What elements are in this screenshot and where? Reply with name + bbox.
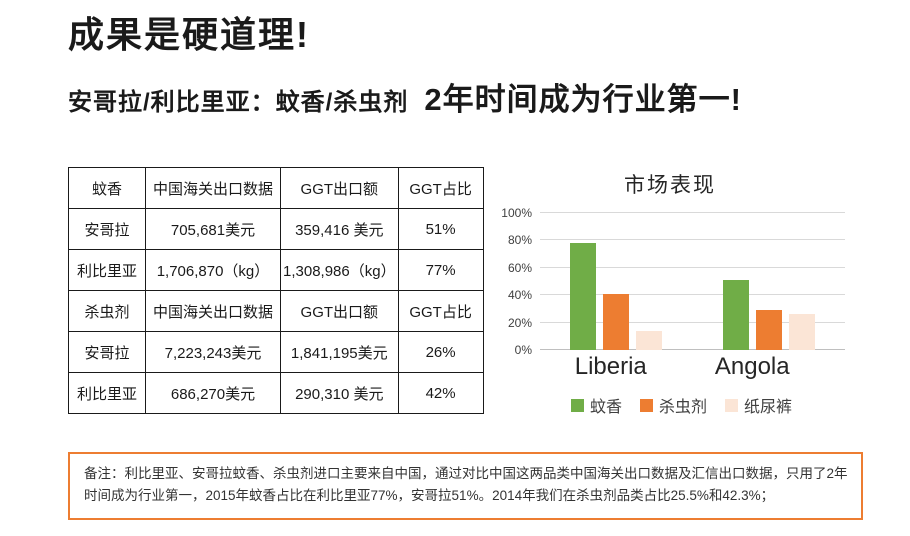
legend-item: 蚊香 (570, 393, 622, 417)
gridline (540, 294, 845, 296)
gridline (540, 212, 845, 213)
subtitle: 安哥拉/利比里亚：蚊香/杀虫剂 2年时间成为行业第一! (68, 74, 742, 119)
table-cell: 中国海关出口数据 (145, 290, 281, 332)
x-axis-line (540, 349, 845, 350)
table-cell: 1,706,870（kg） (145, 249, 281, 291)
y-axis-ticks: 0% 20% 40% 60% 80% 100% (495, 206, 540, 357)
table-cell: 705,681美元 (145, 208, 281, 250)
table-cell: 蚊香 (68, 167, 146, 209)
page-title: 成果是硬道理! (68, 14, 310, 55)
table-body: 蚊香 中国海关出口数据 GGT出口额 GGT占比 安哥拉 705,681美元 359,416… (68, 167, 484, 414)
bar-groups (540, 213, 845, 350)
table-cell: 42% (397, 372, 484, 414)
legend-label: 纸尿裤 (744, 399, 793, 416)
table-cell: 1,308,986（kg） (280, 249, 399, 291)
bar-纸尿裤 (636, 330, 663, 350)
y-tick-label: 60% (507, 260, 532, 275)
table-row: 安哥拉 7,223,243美元 1,841,195美元 26% (68, 331, 484, 373)
gridline (540, 321, 845, 323)
table-cell: 中国海关出口数据 (145, 167, 281, 209)
table-cell: GGT出口额 (280, 167, 399, 209)
table-row: 利比里亚 686,270美元 290,310 美元 42% (68, 372, 484, 414)
legend-label: 蚊香 (589, 399, 622, 416)
table-cell: GGT占比 (397, 167, 484, 209)
plot-area (540, 212, 845, 350)
table-cell: GGT出口额 (280, 290, 399, 332)
table-cell: 1,841,195美元 (280, 331, 399, 373)
table-cell: 7,223,243美元 (145, 331, 281, 373)
note-text: 备注：利比里亚、安哥拉蚊香、杀虫剂进口主要来自中国，通过对比中国这两品类中国海关… (84, 466, 848, 503)
export-data-table: 蚊香 中国海关出口数据 GGT出口额 GGT占比 安哥拉 705,681美元 359,416… (68, 167, 484, 414)
table-cell: 51% (397, 208, 484, 250)
table-cell: 359,416 美元 (280, 208, 399, 250)
table-cell: 26% (397, 331, 484, 373)
table-cell: 77% (397, 249, 484, 291)
x-axis-labels: Liberia Angola (540, 353, 823, 381)
y-tick-label: 80% (507, 233, 532, 248)
bar-杀虫剂 (755, 310, 782, 350)
bar-group-liberia (570, 213, 663, 350)
x-label-angola: Angola (714, 353, 790, 380)
table-cell: 杀虫剂 (68, 290, 146, 332)
bar-纸尿裤 (788, 314, 815, 350)
legend-label: 杀虫剂 (658, 399, 707, 416)
gridline (540, 266, 845, 268)
subtitle-right: 2年时间成为行业第一! (424, 82, 742, 117)
bar-杀虫剂 (603, 293, 630, 350)
y-tick-label: 0% (514, 343, 532, 357)
market-performance-chart: 市场表现 0% 20% 40% 60% 80% 100% Liberia Angola 蚊香… (495, 163, 845, 417)
subtitle-left: 安哥拉/利比里亚：蚊香/杀虫剂 (68, 89, 409, 116)
table-cell: 利比里亚 (68, 372, 146, 414)
chart-legend: 蚊香 杀虫剂 纸尿裤 (540, 393, 823, 417)
table-row: 安哥拉 705,681美元 359,416 美元 51% (68, 208, 484, 250)
note-box: 备注：利比里亚、安哥拉蚊香、杀虫剂进口主要来自中国，通过对比中国这两品类中国海关… (68, 452, 863, 520)
table-cell: 安哥拉 (68, 208, 146, 250)
table-row: 杀虫剂 中国海关出口数据 GGT出口额 GGT占比 (68, 290, 484, 332)
table-row: 利比里亚 1,706,870（kg） 1,308,986（kg） 77% (68, 249, 484, 291)
legend-swatch-icon (639, 398, 653, 412)
bar-蚊香 (570, 243, 597, 350)
chart-title: 市场表现 (624, 174, 716, 197)
gridline (540, 239, 845, 241)
y-tick-label: 100% (501, 206, 532, 220)
table-cell: 安哥拉 (68, 331, 146, 373)
table-cell: 利比里亚 (68, 249, 146, 291)
table-row: 蚊香 中国海关出口数据 GGT出口额 GGT占比 (68, 167, 484, 209)
legend-item: 杀虫剂 (639, 393, 707, 417)
table-cell: 686,270美元 (145, 372, 281, 414)
legend-swatch-icon (570, 398, 584, 412)
bar-蚊香 (722, 280, 749, 350)
legend-item: 纸尿裤 (725, 393, 792, 417)
table-cell: GGT占比 (397, 290, 484, 332)
y-tick-label: 40% (507, 288, 532, 303)
legend-swatch-icon (725, 398, 738, 412)
bar-group-angola (722, 213, 815, 350)
chart-body: 0% 20% 40% 60% 80% 100% (495, 206, 845, 357)
table-cell: 290,310 美元 (280, 372, 399, 414)
x-label-liberia: Liberia (574, 353, 647, 380)
y-tick-label: 20% (507, 315, 532, 330)
